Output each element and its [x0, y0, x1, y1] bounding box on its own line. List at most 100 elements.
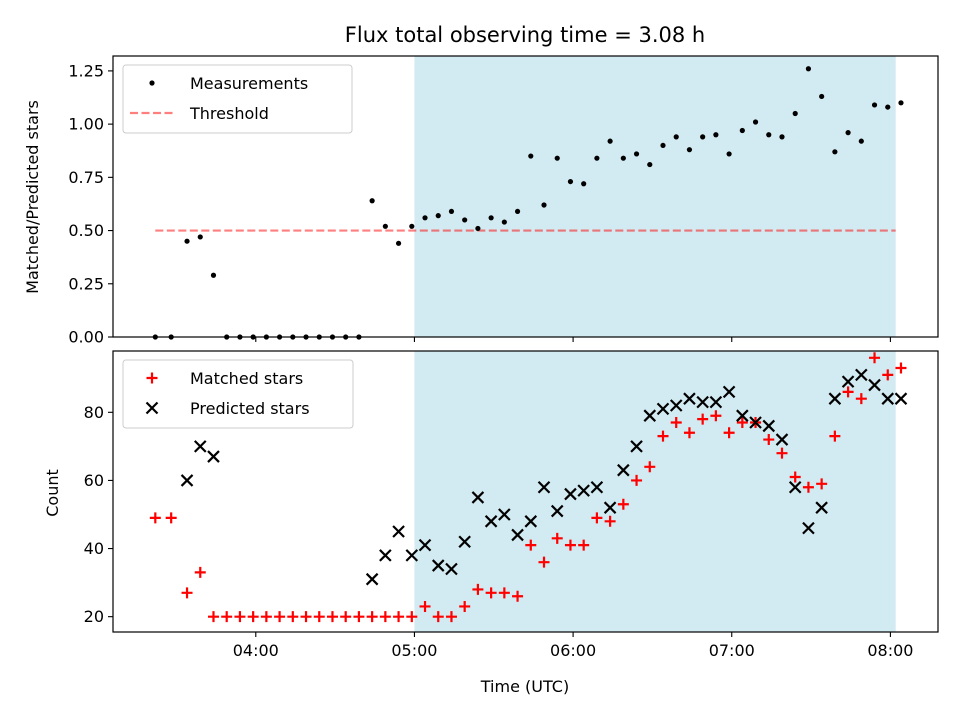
- measurement-point: [395, 240, 402, 246]
- measurement-point: [567, 178, 574, 185]
- measurement-point: [501, 219, 507, 225]
- measurement-point: [541, 202, 547, 208]
- measurement-point: [409, 223, 415, 229]
- measurement-point: [779, 134, 785, 140]
- matched-stars-point: [287, 611, 299, 623]
- measurement-point: [819, 93, 825, 100]
- predicted-stars-point: [207, 450, 220, 463]
- measurement-point: [528, 153, 534, 159]
- legend-measurements-marker: [149, 80, 155, 86]
- measurement-point: [197, 234, 203, 240]
- matched-stars-point: [776, 447, 788, 459]
- measurement-point: [184, 238, 190, 244]
- matched-stars-point: [512, 590, 524, 602]
- predicted-stars-point: [630, 440, 643, 453]
- measurement-point: [805, 66, 812, 72]
- matched-stars-point: [551, 532, 563, 544]
- predicted-stars-point: [564, 487, 577, 501]
- measurement-point: [382, 223, 388, 229]
- x-tick-label: 08:00: [867, 641, 913, 660]
- matched-stars-point: [882, 369, 894, 381]
- legend-label: Measurements: [190, 74, 308, 93]
- predicted-stars-point: [365, 572, 379, 586]
- matched-stars-point: [736, 417, 748, 429]
- matched-stars-point: [165, 512, 177, 524]
- legend-label: Threshold: [189, 104, 269, 123]
- matched-stars-point: [419, 600, 431, 612]
- predicted-stars-point: [617, 463, 630, 477]
- y-tick-label: 20: [84, 607, 104, 626]
- matched-stars-point: [432, 611, 444, 623]
- predicted-stars-point: [722, 385, 736, 399]
- matched-stars-point: [353, 611, 365, 623]
- y-tick-label: 0.75: [68, 168, 104, 187]
- x-tick-label: 04:00: [233, 641, 279, 660]
- measurement-point: [514, 208, 521, 215]
- predicted-stars-point: [683, 392, 696, 405]
- y-tick-label: 0.50: [68, 221, 104, 240]
- matched-stars-point: [300, 611, 312, 623]
- measurement-point: [686, 147, 693, 153]
- matched-stars-point: [829, 430, 841, 442]
- predicted-stars-point: [193, 440, 207, 453]
- legend-label: Predicted stars: [190, 399, 310, 418]
- observing-span: [414, 56, 896, 337]
- measurement-point: [422, 215, 428, 221]
- measurement-point: [620, 155, 626, 161]
- matched-stars-point: [498, 587, 510, 599]
- predicted-stars-point: [431, 559, 445, 572]
- measurement-point: [858, 138, 864, 144]
- legend: [122, 359, 354, 429]
- matched-stars-point: [683, 427, 695, 439]
- matched-stars-point: [591, 512, 603, 524]
- matched-stars-point: [326, 611, 338, 623]
- measurement-point: [462, 217, 468, 223]
- predicted-stars-point: [379, 549, 392, 562]
- y-tick-label: 1.25: [68, 61, 104, 80]
- predicted-stars-point: [788, 480, 802, 494]
- count-axes: 20 40 60 80 04:00 05:00 06:00 07:00 08:00 Matched…: [84, 350, 939, 660]
- predicted-stars-point: [881, 392, 895, 405]
- predicted-stars-point: [643, 409, 657, 422]
- axes-frame: [112, 350, 939, 633]
- observing-span: [414, 351, 896, 632]
- measurement-point: [369, 198, 375, 204]
- legend-predicted-marker: [145, 401, 159, 415]
- matched-stars-point: [578, 539, 590, 551]
- measurement-point: [832, 149, 838, 155]
- y-tick-label: 40: [84, 539, 104, 558]
- predicted-stars-point: [855, 368, 868, 382]
- matched-stars-point: [842, 386, 854, 398]
- x-axis-label: Time (UTC): [480, 677, 569, 696]
- matched-stars-point: [538, 556, 550, 568]
- matched-stars-point: [207, 611, 219, 623]
- bottom-y-axis-label: Count: [43, 469, 62, 517]
- x-tick-label: 06:00: [550, 641, 596, 660]
- matched-stars-point: [644, 461, 656, 473]
- matched-stars-point: [564, 539, 576, 551]
- predicted-stars-point: [841, 375, 855, 388]
- measurement-point: [766, 132, 772, 138]
- y-tick-label: 0.25: [68, 274, 104, 293]
- matched-stars-point: [525, 539, 537, 551]
- predicted-stars-point: [815, 501, 828, 514]
- measurement-point: [885, 104, 891, 110]
- predicted-stars-point: [669, 399, 683, 412]
- measurement-point: [554, 155, 560, 161]
- measurement-point: [607, 138, 613, 144]
- y-tick-label: 80: [84, 403, 104, 422]
- predicted-stars-point: [471, 491, 485, 504]
- measurement-point: [210, 272, 217, 278]
- predicted-stars-point: [696, 395, 709, 409]
- predicted-stars-point: [775, 433, 789, 446]
- predicted-stars-point: [180, 474, 194, 487]
- matched-stars-point: [274, 611, 286, 623]
- measurement-point: [660, 142, 666, 149]
- measurement-point: [673, 134, 679, 140]
- matched-stars-point: [459, 600, 471, 612]
- ratio-axes: 0.00 0.25 0.50 0.75 1.00 1.25 Measurements Thre…: [68, 55, 939, 347]
- matched-stars-point: [379, 611, 391, 623]
- measurement-point: [647, 161, 653, 168]
- matched-stars-point: [710, 410, 722, 422]
